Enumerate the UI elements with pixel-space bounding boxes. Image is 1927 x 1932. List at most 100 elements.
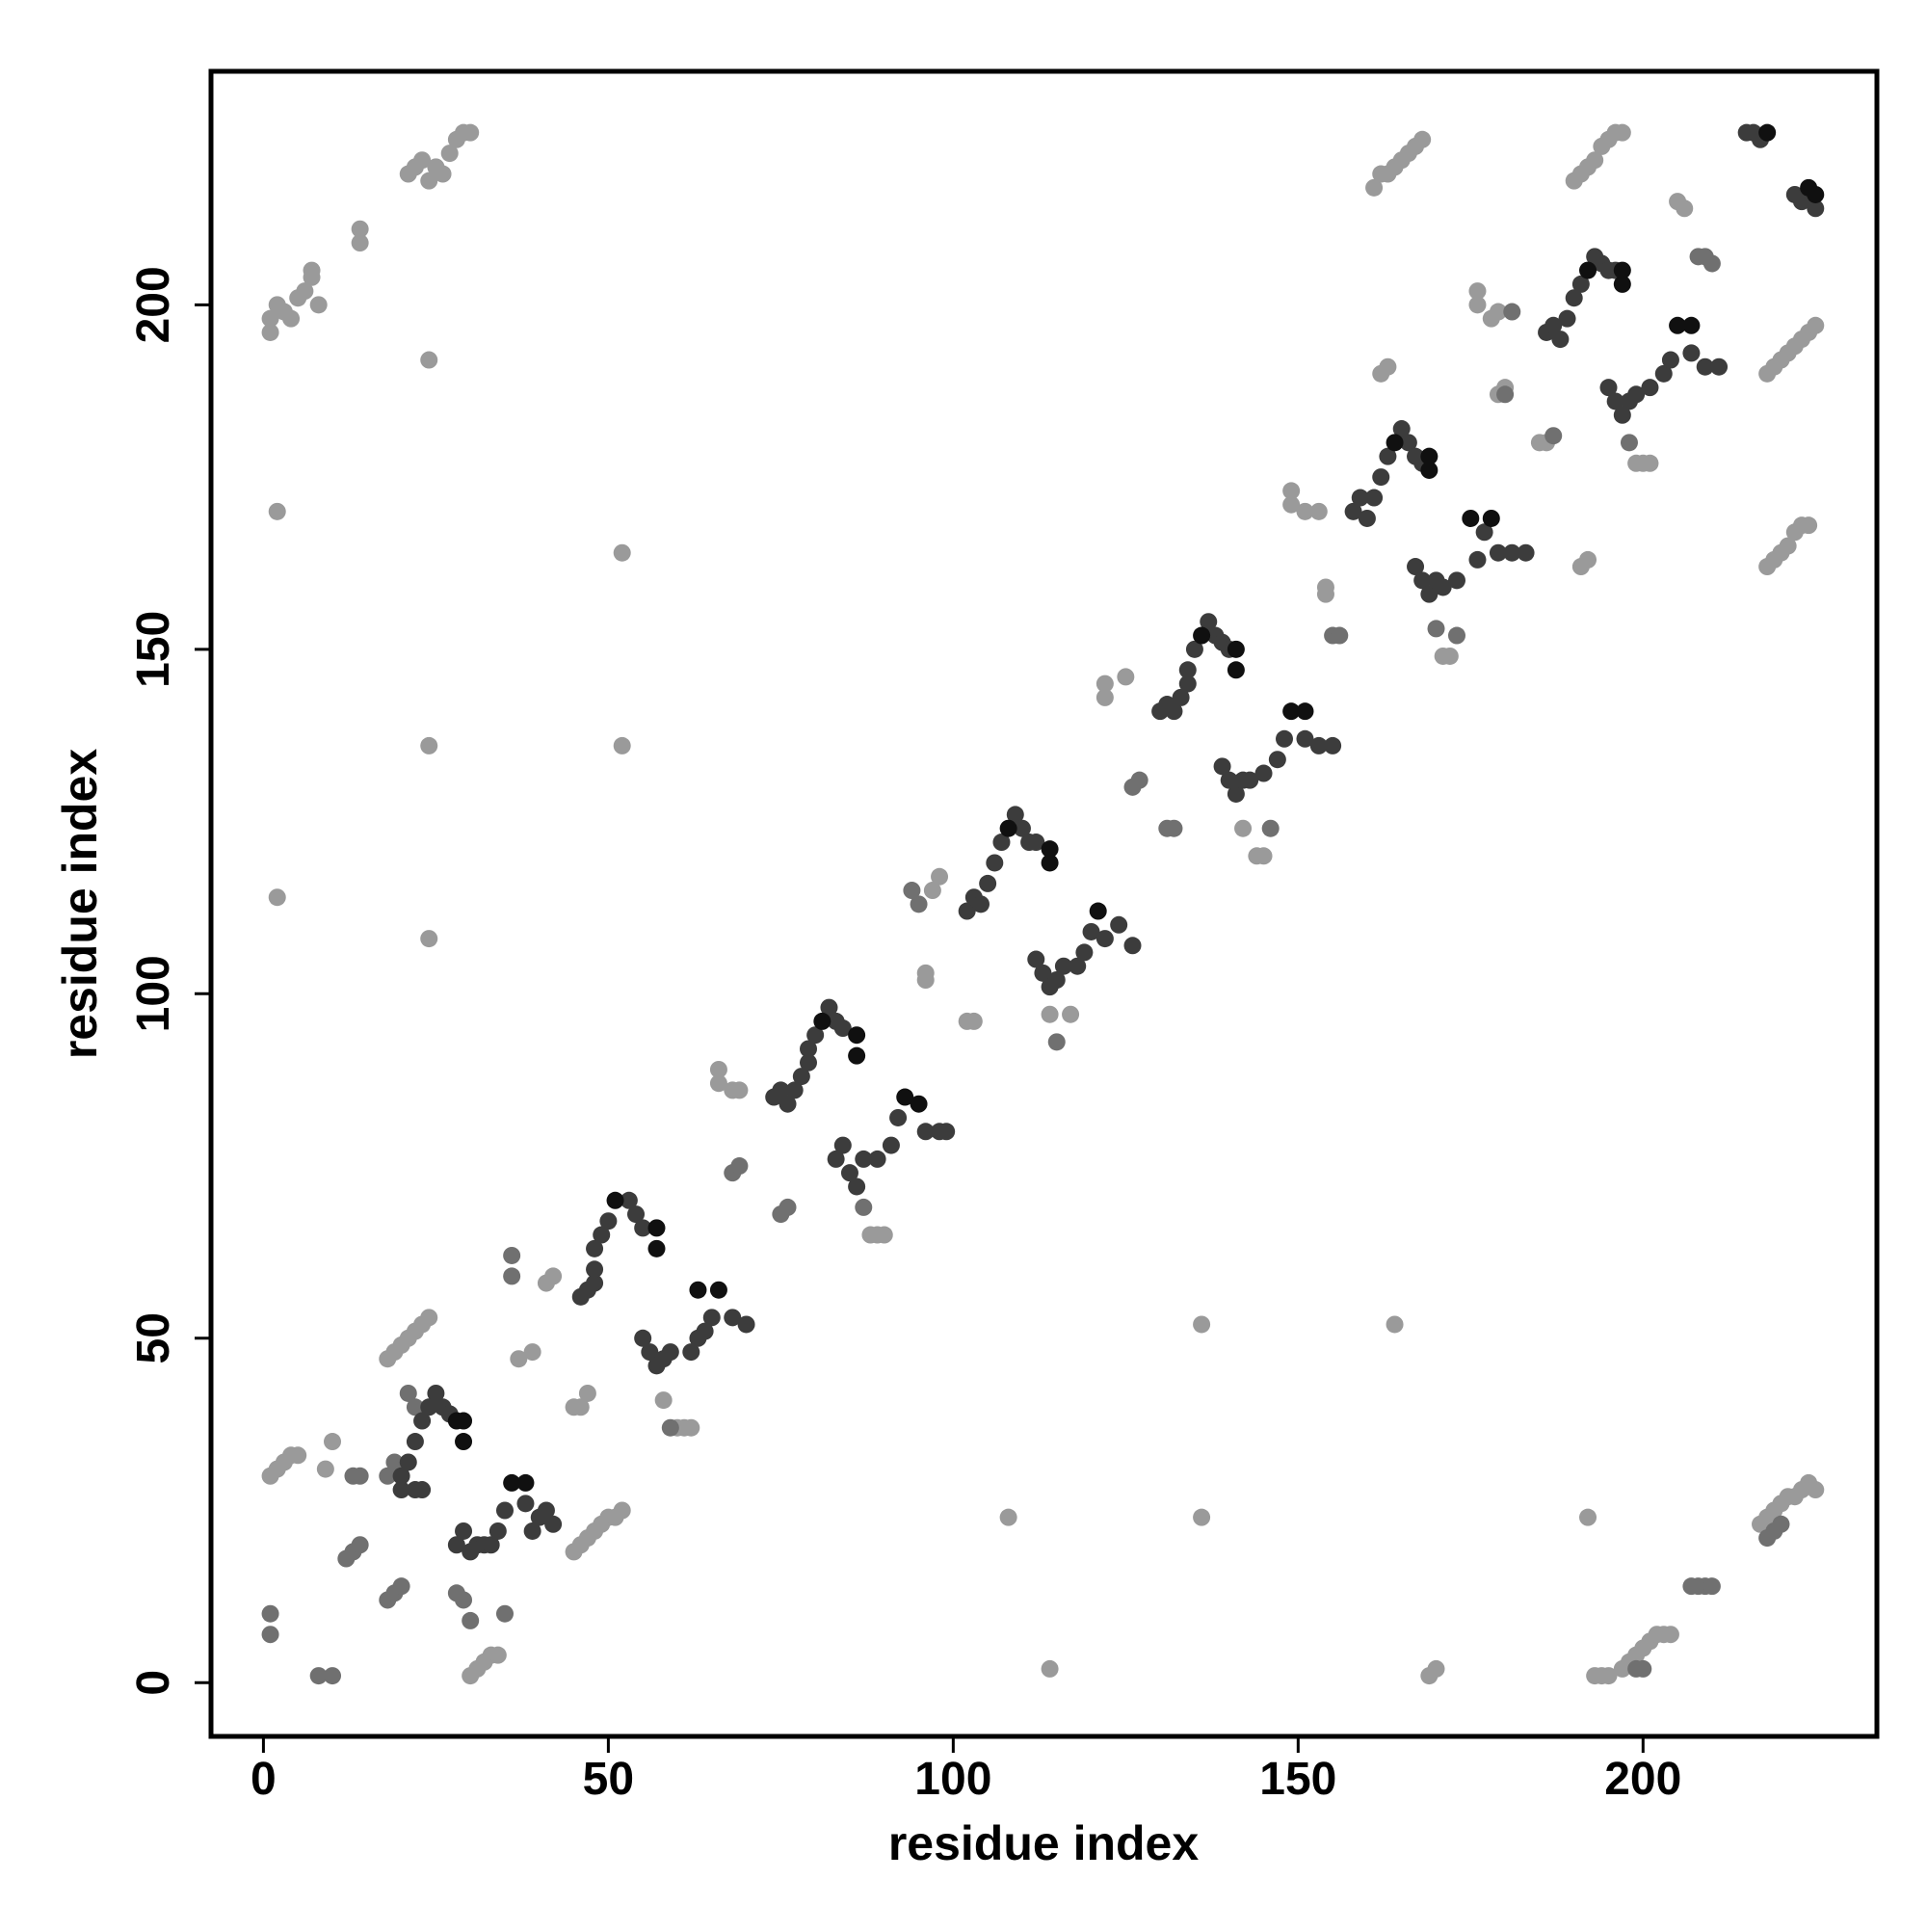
point: [958, 902, 976, 920]
point: [1579, 550, 1597, 569]
point: [730, 1081, 749, 1099]
point: [482, 1536, 500, 1554]
point: [606, 1191, 624, 1209]
point: [1551, 331, 1570, 349]
point: [523, 1522, 541, 1540]
point: [910, 895, 928, 913]
point: [1544, 316, 1563, 334]
point: [1089, 902, 1107, 920]
point: [1227, 640, 1245, 658]
point: [641, 1343, 659, 1362]
point: [709, 1060, 727, 1078]
point: [806, 1026, 825, 1045]
point: [599, 1212, 618, 1231]
point: [1227, 661, 1245, 679]
point: [979, 874, 997, 892]
point: [634, 1219, 652, 1237]
point: [462, 1611, 480, 1629]
point: [1420, 585, 1439, 603]
point: [455, 1522, 473, 1540]
point: [709, 1074, 727, 1093]
point: [261, 323, 279, 341]
point: [1117, 668, 1135, 686]
point: [413, 1481, 432, 1499]
point: [1468, 282, 1487, 301]
point: [1027, 950, 1045, 968]
point: [261, 1626, 279, 1644]
point: [696, 1322, 714, 1340]
point: [406, 1398, 424, 1416]
point: [613, 736, 631, 754]
point: [1178, 675, 1197, 693]
point: [779, 1198, 797, 1216]
point: [1282, 482, 1301, 500]
point: [495, 1501, 514, 1520]
point: [1296, 502, 1314, 520]
point: [440, 145, 459, 163]
point: [661, 1343, 679, 1362]
point: [1386, 434, 1404, 452]
point: [544, 1267, 563, 1285]
point: [1227, 784, 1245, 803]
point: [503, 1473, 521, 1492]
point: [1399, 434, 1417, 452]
point: [399, 1453, 417, 1471]
point: [613, 1501, 631, 1520]
point: [840, 1164, 858, 1182]
point: [392, 1467, 410, 1485]
point: [516, 1473, 535, 1492]
point: [420, 172, 438, 190]
point: [1054, 957, 1072, 975]
point: [1654, 364, 1673, 383]
point: [620, 1191, 638, 1209]
point: [324, 1667, 342, 1685]
y-tick-label: 50: [128, 1312, 179, 1363]
point: [1041, 854, 1059, 872]
point: [455, 1591, 473, 1609]
point: [1220, 771, 1238, 789]
point: [682, 1418, 700, 1437]
point: [420, 1309, 438, 1327]
point: [1296, 729, 1314, 748]
point: [399, 1384, 417, 1402]
point: [730, 1157, 749, 1176]
point: [937, 1123, 956, 1141]
point: [1447, 626, 1465, 645]
point: [800, 1053, 818, 1072]
point: [1379, 357, 1397, 376]
point: [578, 1384, 596, 1402]
point: [1641, 379, 1659, 397]
point: [999, 1508, 1017, 1526]
point: [1606, 392, 1624, 410]
point: [1462, 509, 1480, 527]
point: [737, 1315, 755, 1334]
point: [1193, 1315, 1211, 1334]
point: [875, 1226, 893, 1244]
point: [1641, 454, 1659, 472]
point: [1413, 130, 1432, 148]
point: [1123, 937, 1142, 955]
point: [613, 543, 631, 562]
point: [1276, 729, 1294, 748]
point: [462, 123, 480, 142]
point: [627, 1205, 646, 1224]
point: [1234, 819, 1253, 837]
point: [1407, 558, 1425, 576]
point: [1496, 385, 1515, 404]
point: [282, 309, 301, 328]
point: [820, 998, 838, 1017]
point: [1041, 1659, 1059, 1678]
point: [309, 296, 328, 314]
point: [1034, 964, 1052, 982]
point: [1082, 922, 1100, 940]
point: [1447, 571, 1465, 590]
point: [1517, 543, 1535, 562]
point: [455, 1433, 473, 1451]
point: [351, 234, 369, 252]
point: [392, 1577, 410, 1596]
point: [1261, 819, 1280, 837]
point: [1178, 661, 1197, 679]
point: [1392, 420, 1411, 438]
point: [964, 1012, 983, 1030]
point: [1779, 537, 1797, 555]
